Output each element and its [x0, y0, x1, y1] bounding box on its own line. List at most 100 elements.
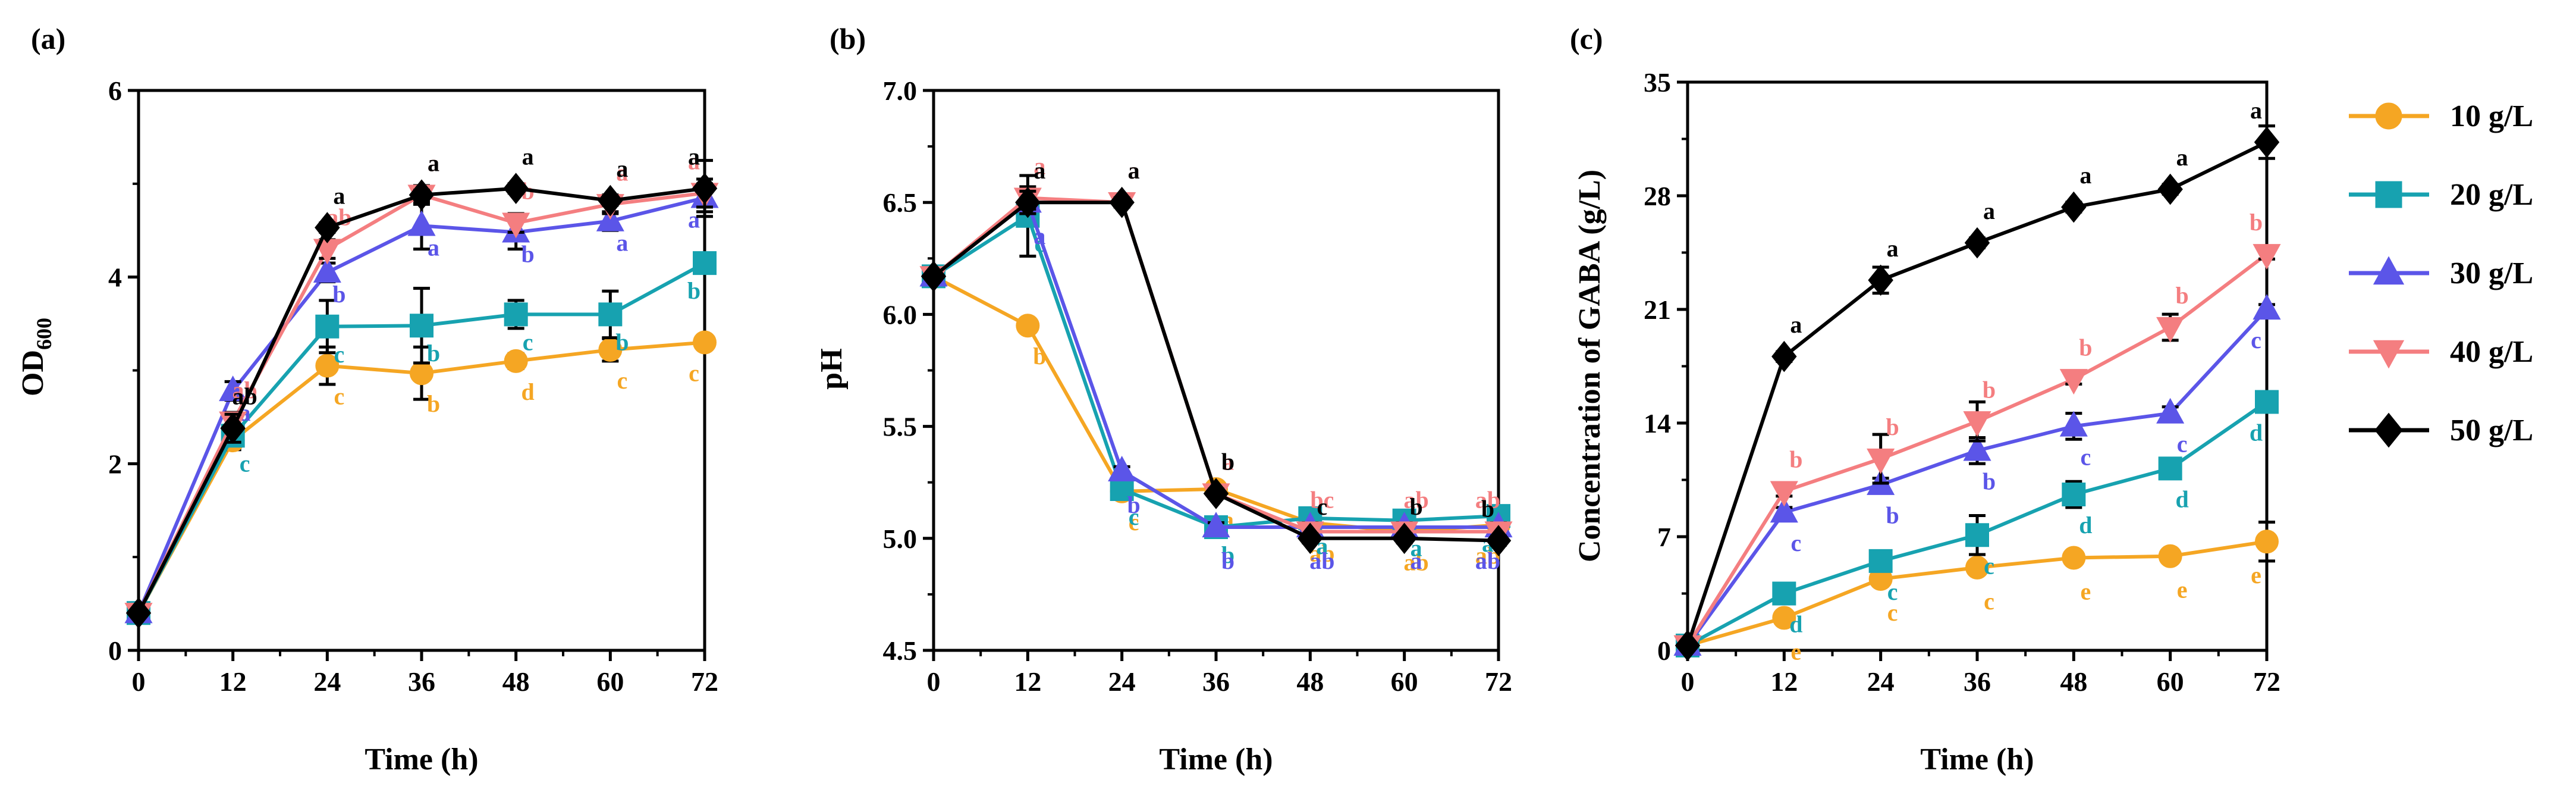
legend-marker — [2373, 340, 2405, 369]
significance-letter: b — [2250, 209, 2263, 236]
significance-letter: b — [687, 277, 700, 304]
panel-b-label: (b) — [830, 22, 866, 55]
data-point — [1298, 522, 1323, 555]
y-tick-label: 7.0 — [883, 76, 918, 106]
significance-letter: b — [522, 240, 535, 267]
x-tick-label: 60 — [2157, 666, 2184, 697]
series-20-g-L: cc b c bb — [127, 251, 717, 625]
y-tick-label: 0 — [1657, 635, 1671, 666]
significance-letter: b — [2079, 334, 2092, 361]
data-point — [1963, 435, 1991, 461]
x-tick-label: 72 — [1485, 666, 1512, 697]
significance-letter: ab — [1404, 487, 1429, 513]
significance-letter: ab — [1404, 549, 1429, 576]
significance-letter: c — [1129, 503, 1139, 530]
data-point — [219, 375, 247, 402]
series-40-g-L: b b b b b b — [1673, 209, 2281, 661]
significance-letter: c — [2080, 443, 2091, 470]
x-axis-label: Time (h) — [1159, 743, 1273, 776]
x-tick-label: 12 — [1014, 666, 1041, 697]
y-axis-label: pH — [815, 348, 849, 389]
significance-letter: a — [1222, 449, 1234, 475]
significance-letter: a — [428, 234, 439, 261]
legend-marker — [2373, 256, 2405, 285]
x-tick-label: 60 — [1391, 666, 1418, 697]
data-point — [1964, 227, 1990, 259]
data-point — [1965, 523, 1989, 547]
panel-c: (c) 0 7 14 21 28 35 0 12 24 36 48 60 72 Time (h) Conce… — [1570, 22, 2281, 776]
x-tick-label: 12 — [1770, 666, 1798, 697]
data-point — [410, 314, 433, 338]
significance-letter: b — [1481, 496, 1494, 522]
x-tick-label: 12 — [219, 666, 247, 697]
significance-letter: c — [240, 450, 250, 477]
data-point — [2062, 483, 2086, 507]
significance-letter: b — [1983, 468, 1996, 494]
significance-letter: e — [1790, 638, 1801, 665]
y-axis-label: Concentration of GABA (g/L) — [1573, 170, 1607, 562]
significance-letter: bc — [1310, 487, 1334, 513]
significance-letter: b — [1221, 449, 1234, 475]
significance-letter: d — [522, 378, 535, 405]
significance-letter: a — [2176, 144, 2188, 171]
significance-letter: a — [522, 143, 534, 170]
data-point — [1015, 186, 1041, 218]
significance-letter: c — [2177, 431, 2188, 458]
x-tick-label: 48 — [2060, 666, 2087, 697]
legend-marker — [2374, 412, 2403, 448]
legend-item: 30 g/L — [2349, 256, 2533, 290]
significance-letter: b — [427, 390, 440, 417]
significance-letter: a — [1128, 157, 1140, 184]
significance-letter: a — [1128, 157, 1140, 184]
data-point — [1963, 411, 1991, 437]
data-point — [2158, 544, 2182, 568]
series-50-g-L: a abc b b — [921, 157, 1512, 556]
x-tick-label: 24 — [313, 666, 341, 697]
significance-letter: b — [1886, 502, 1899, 529]
data-point — [2062, 546, 2086, 570]
significance-letter: c — [1887, 578, 1898, 605]
significance-letter: c — [1984, 588, 1994, 615]
significance-letter: a — [1410, 547, 1422, 574]
legend-label: 40 g/L — [2450, 335, 2533, 369]
significance-letter: a — [1887, 235, 1899, 262]
data-point — [2253, 294, 2281, 320]
y-tick-label: 21 — [1644, 295, 1671, 325]
data-point — [125, 597, 152, 629]
panel-b: (b) 4.5 5.0 5.5 6.0 6.5 7.0 0 12 24 36 48 60 72 Time … — [815, 22, 1513, 776]
y-tick-label: 5.5 — [883, 412, 918, 442]
significance-letter: d — [2250, 419, 2263, 446]
legend-label: 10 g/L — [2450, 99, 2533, 133]
x-tick-label: 0 — [927, 666, 941, 697]
y-tick-label: 5.0 — [883, 524, 918, 554]
legend-item: 10 g/L — [2349, 99, 2533, 133]
x-tick-label: 36 — [1202, 666, 1230, 697]
y-tick-label: 2 — [108, 449, 122, 479]
y-tick-label: 6 — [108, 76, 122, 106]
data-point — [1868, 264, 1893, 296]
series-50-g-L: a a a a a a — [1675, 97, 2280, 662]
x-tick-label: 36 — [408, 666, 435, 697]
data-point — [1485, 525, 1512, 556]
significance-letter: c — [1034, 230, 1045, 257]
legend-marker — [2375, 181, 2402, 208]
significance-letter: a — [616, 159, 628, 186]
data-point — [1391, 522, 1417, 555]
data-point — [315, 212, 340, 243]
significance-letter: e — [2177, 577, 2188, 603]
significance-letter: a — [2250, 97, 2262, 124]
data-point — [1203, 478, 1229, 509]
data-point — [921, 261, 947, 292]
significance-letter: b — [1127, 491, 1141, 518]
data-point — [503, 173, 529, 204]
significance-letter: b — [1033, 343, 1046, 370]
significance-letter: ab — [1475, 487, 1500, 513]
data-point — [313, 256, 341, 283]
legend-item: 20 g/L — [2349, 178, 2533, 212]
significance-letter: e — [2080, 578, 2091, 605]
x-tick-label: 72 — [2253, 666, 2280, 697]
legend-item: 50 g/L — [2349, 412, 2533, 448]
x-axis-label: Time (h) — [365, 743, 478, 776]
significance-letter: a — [1033, 153, 1045, 180]
